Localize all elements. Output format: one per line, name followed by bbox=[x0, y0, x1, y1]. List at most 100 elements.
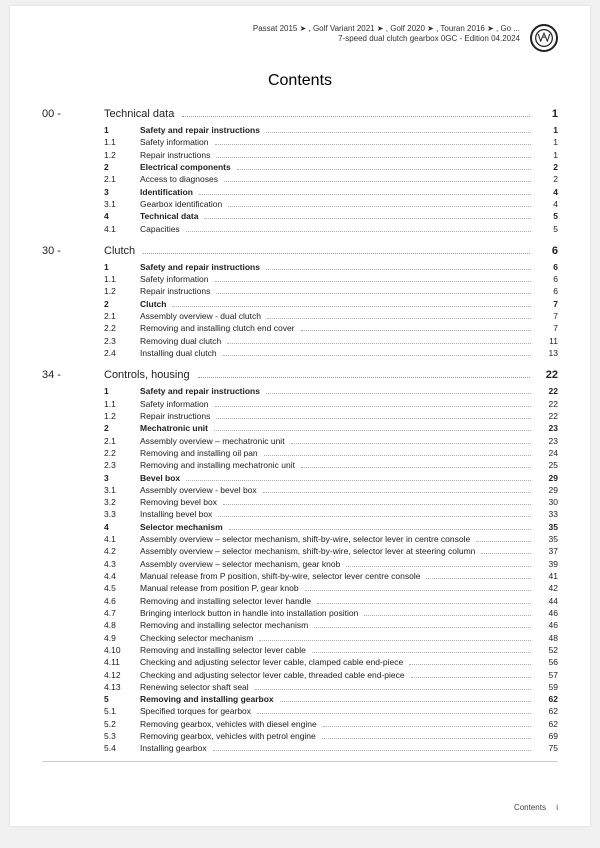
entry-title: Identification bbox=[140, 186, 196, 198]
entry-number: 4.2 bbox=[104, 545, 140, 557]
entry-number: 1.1 bbox=[104, 273, 140, 285]
entry-page: 6 bbox=[534, 273, 558, 285]
entry-title: Removing and installing oil pan bbox=[140, 447, 261, 459]
leader-dots bbox=[346, 566, 531, 567]
entry-number: 1 bbox=[104, 261, 140, 273]
toc-entry: 4.7Bringing interlock button in handle i… bbox=[42, 607, 558, 619]
leader-dots bbox=[317, 603, 531, 604]
entry-title: Checking and adjusting selector lever ca… bbox=[140, 656, 406, 668]
entry-title: Removing and installing selector lever c… bbox=[140, 644, 309, 656]
footer-page-number: i bbox=[556, 803, 558, 812]
entry-title: Gearbox identification bbox=[140, 198, 225, 210]
leader-dots bbox=[481, 553, 531, 554]
page-footer: Contents i bbox=[514, 803, 558, 812]
entry-page: 75 bbox=[534, 742, 558, 754]
entry-page: 22 bbox=[534, 385, 558, 397]
entry-number: 4.5 bbox=[104, 582, 140, 594]
entry-number: 1.1 bbox=[104, 136, 140, 148]
entry-number: 5 bbox=[104, 693, 140, 705]
entry-page: 37 bbox=[534, 545, 558, 557]
leader-dots bbox=[213, 750, 531, 751]
leader-dots bbox=[198, 377, 530, 378]
entry-number: 4.8 bbox=[104, 619, 140, 631]
chapter-title: Technical data bbox=[104, 108, 178, 120]
toc-entry: 4.1Assembly overview – selector mechanis… bbox=[42, 533, 558, 545]
entry-title: Removing dual clutch bbox=[140, 335, 224, 347]
entry-title: Removing and installing selector lever h… bbox=[140, 595, 314, 607]
toc-entry: 4Technical data5 bbox=[42, 210, 558, 222]
toc-entry: 2.1Assembly overview - dual clutch7 bbox=[42, 310, 558, 322]
leader-dots bbox=[409, 664, 531, 665]
chapter-page: 22 bbox=[534, 369, 558, 381]
leader-dots bbox=[223, 504, 531, 505]
page-title: Contents bbox=[42, 72, 558, 90]
leader-dots bbox=[314, 627, 531, 628]
entry-number: 4.4 bbox=[104, 570, 140, 582]
entry-number: 2.4 bbox=[104, 347, 140, 359]
entry-title: Repair instructions bbox=[140, 149, 213, 161]
entry-page: 2 bbox=[534, 173, 558, 185]
entry-number: 2 bbox=[104, 161, 140, 173]
chapter-title: Controls, housing bbox=[104, 369, 194, 381]
toc-entry: 2.2Removing and installing clutch end co… bbox=[42, 322, 558, 334]
leader-dots bbox=[364, 615, 531, 616]
entry-title: Safety information bbox=[140, 136, 212, 148]
entry-number: 4.3 bbox=[104, 558, 140, 570]
entry-title: Bevel box bbox=[140, 472, 183, 484]
entry-page: 33 bbox=[534, 508, 558, 520]
header-text: Passat 2015 ➤ , Golf Variant 2021 ➤ , Go… bbox=[253, 24, 520, 45]
header-line-1: Passat 2015 ➤ , Golf Variant 2021 ➤ , Go… bbox=[253, 24, 520, 34]
toc-entry: 3Bevel box29 bbox=[42, 472, 558, 484]
leader-dots bbox=[263, 492, 531, 493]
leader-dots bbox=[267, 318, 531, 319]
entry-number: 4.13 bbox=[104, 681, 140, 693]
toc-entry: 2.1Assembly overview – mechatronic unit2… bbox=[42, 435, 558, 447]
entry-number: 4.7 bbox=[104, 607, 140, 619]
toc-entry: 4.8Removing and installing selector mech… bbox=[42, 619, 558, 631]
toc-entry: 1.2Repair instructions6 bbox=[42, 285, 558, 297]
entry-number: 2.2 bbox=[104, 322, 140, 334]
entry-page: 7 bbox=[534, 322, 558, 334]
entry-title: Safety and repair instructions bbox=[140, 124, 263, 136]
entry-title: Installing bevel box bbox=[140, 508, 215, 520]
entry-title: Safety and repair instructions bbox=[140, 385, 263, 397]
entry-page: 1 bbox=[534, 136, 558, 148]
entry-number: 5.4 bbox=[104, 742, 140, 754]
toc-entry: 2.1Access to diagnoses2 bbox=[42, 173, 558, 185]
toc-entry: 1.1Safety information22 bbox=[42, 398, 558, 410]
leader-dots bbox=[224, 181, 531, 182]
entry-title: Assembly overview – selector mechanism, … bbox=[140, 533, 473, 545]
entry-page: 22 bbox=[534, 398, 558, 410]
header-line-2: 7-speed dual clutch gearbox 0GC - Editio… bbox=[253, 34, 520, 44]
leader-dots bbox=[411, 677, 531, 678]
entry-page: 62 bbox=[534, 705, 558, 717]
entry-page: 1 bbox=[534, 149, 558, 161]
entry-title: Assembly overview – mechatronic unit bbox=[140, 435, 288, 447]
entry-page: 59 bbox=[534, 681, 558, 693]
toc-entry: 5.2Removing gearbox, vehicles with diese… bbox=[42, 718, 558, 730]
entry-title: Clutch bbox=[140, 298, 169, 310]
entry-title: Assembly overview - bevel box bbox=[140, 484, 260, 496]
toc-entry: 3Identification4 bbox=[42, 186, 558, 198]
entry-title: Removing and installing selector mechani… bbox=[140, 619, 311, 631]
entry-page: 35 bbox=[534, 521, 558, 533]
entry-page: 11 bbox=[534, 335, 558, 347]
entry-number: 4.9 bbox=[104, 632, 140, 644]
toc-chapter: 34 -Controls, housing22 bbox=[42, 369, 558, 381]
leader-dots bbox=[305, 590, 531, 591]
entry-page: 52 bbox=[534, 644, 558, 656]
entry-page: 44 bbox=[534, 595, 558, 607]
entry-number: 1 bbox=[104, 124, 140, 136]
entry-title: Removing and installing clutch end cover bbox=[140, 322, 298, 334]
toc-entry: 4.9Checking selector mechanism48 bbox=[42, 632, 558, 644]
leader-dots bbox=[204, 218, 531, 219]
entry-page: 35 bbox=[534, 533, 558, 545]
entry-page: 6 bbox=[534, 261, 558, 273]
leader-dots bbox=[186, 480, 531, 481]
entry-number: 4 bbox=[104, 210, 140, 222]
chapter-title: Clutch bbox=[104, 245, 139, 257]
footer-label: Contents bbox=[514, 803, 546, 812]
toc-entry: 2.4Installing dual clutch13 bbox=[42, 347, 558, 359]
chapter-page: 6 bbox=[534, 245, 558, 257]
leader-dots bbox=[301, 467, 531, 468]
